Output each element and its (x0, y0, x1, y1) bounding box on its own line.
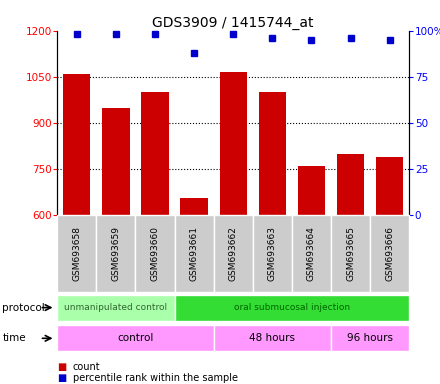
Text: GSM693662: GSM693662 (229, 226, 238, 281)
Text: 48 hours: 48 hours (249, 333, 295, 343)
Text: ■: ■ (57, 362, 66, 372)
Bar (253, 215, 292, 292)
Bar (292, 215, 331, 292)
Text: GSM693663: GSM693663 (268, 226, 277, 281)
Bar (298, 166, 325, 215)
Text: 96 hours: 96 hours (347, 333, 393, 343)
Bar (376, 157, 403, 215)
Text: time: time (2, 333, 26, 343)
Text: count: count (73, 362, 100, 372)
Text: GSM693666: GSM693666 (385, 226, 394, 281)
Bar (180, 198, 208, 215)
Text: GSM693665: GSM693665 (346, 226, 355, 281)
Text: oral submucosal injection: oral submucosal injection (234, 303, 350, 312)
Bar (96, 215, 136, 292)
Bar (57, 215, 96, 292)
Text: GSM693664: GSM693664 (307, 226, 316, 281)
Bar (136, 215, 175, 292)
Text: unmanipulated control: unmanipulated control (64, 303, 168, 312)
Bar (141, 92, 169, 215)
Bar (214, 325, 331, 351)
Bar (331, 325, 409, 351)
Bar (175, 295, 409, 321)
Bar (63, 74, 91, 215)
Bar (102, 108, 129, 215)
Text: ■: ■ (57, 373, 66, 383)
Text: GSM693658: GSM693658 (72, 226, 81, 281)
Bar (220, 72, 247, 215)
Bar (175, 215, 214, 292)
Text: protocol: protocol (2, 303, 45, 313)
Bar (370, 215, 409, 292)
Bar (259, 92, 286, 215)
Title: GDS3909 / 1415744_at: GDS3909 / 1415744_at (152, 16, 314, 30)
Bar (331, 215, 370, 292)
Bar (214, 215, 253, 292)
Text: GSM693660: GSM693660 (150, 226, 159, 281)
Bar (57, 325, 214, 351)
Text: percentile rank within the sample: percentile rank within the sample (73, 373, 238, 383)
Text: GSM693661: GSM693661 (190, 226, 198, 281)
Bar (57, 295, 175, 321)
Text: control: control (117, 333, 154, 343)
Bar (337, 154, 364, 215)
Text: GSM693659: GSM693659 (111, 226, 121, 281)
